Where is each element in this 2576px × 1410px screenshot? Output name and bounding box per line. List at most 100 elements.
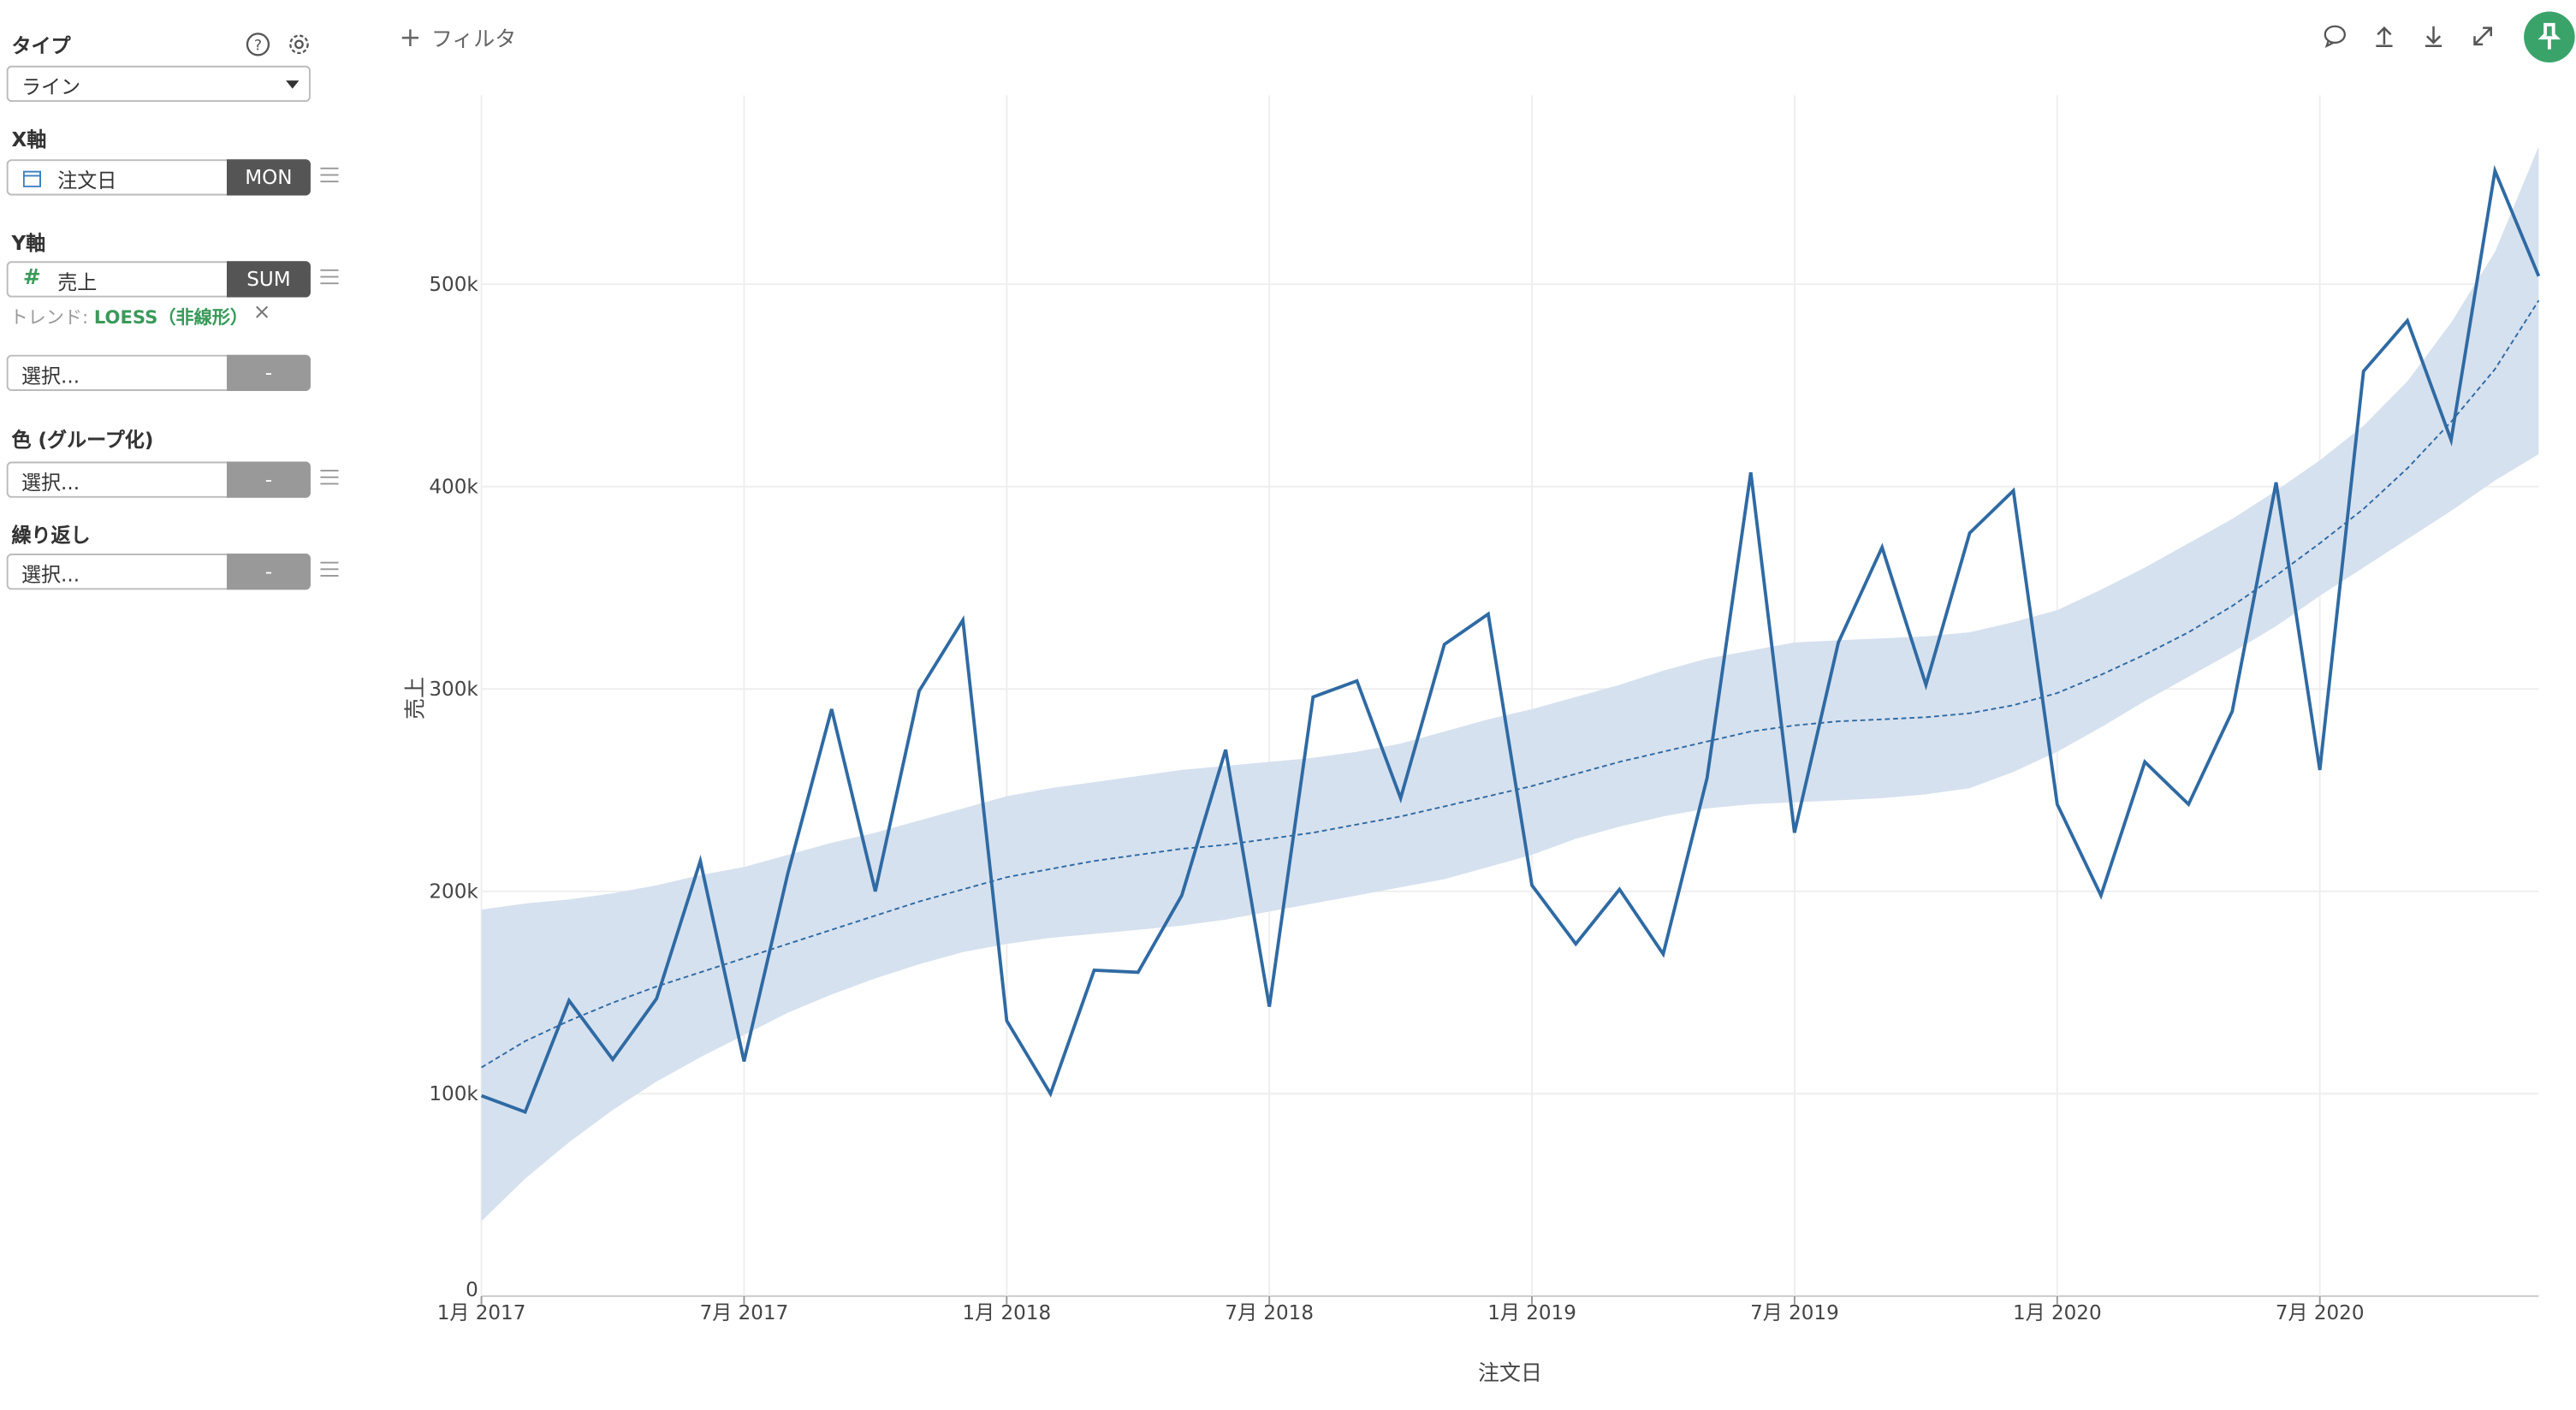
y-tick-label: 300k bbox=[429, 678, 478, 701]
data-point[interactable] bbox=[1438, 638, 1451, 651]
x-tick-label: 7月 2020 bbox=[2276, 1302, 2365, 1324]
data-point[interactable] bbox=[2357, 364, 2370, 377]
x-tick-label: 1月 2019 bbox=[1487, 1302, 1576, 1324]
pin-icon bbox=[2537, 22, 2561, 50]
series-line[interactable] bbox=[480, 164, 2541, 1115]
x-axis-field[interactable]: 注文日 MON bbox=[6, 159, 311, 196]
data-point[interactable] bbox=[781, 867, 794, 880]
x-axis-aggregation-button[interactable]: MON bbox=[226, 159, 311, 196]
y-tick-label: 100k bbox=[429, 1083, 478, 1105]
data-point[interactable] bbox=[2444, 434, 2457, 447]
data-point[interactable] bbox=[2489, 164, 2502, 177]
aggregation-button[interactable]: - bbox=[226, 554, 311, 590]
y-tick-label: 200k bbox=[429, 880, 478, 903]
data-point[interactable] bbox=[1350, 674, 1363, 687]
data-point[interactable] bbox=[650, 992, 663, 1004]
data-point[interactable] bbox=[738, 1055, 751, 1068]
trend-line bbox=[481, 299, 2540, 1069]
color-group-select[interactable]: 選択... - bbox=[6, 461, 311, 498]
data-point[interactable] bbox=[562, 994, 575, 1007]
gear-icon[interactable] bbox=[286, 31, 312, 57]
data-point[interactable] bbox=[1044, 1087, 1057, 1100]
data-point[interactable] bbox=[2051, 797, 2063, 810]
chart-type-value: ライン bbox=[21, 75, 81, 99]
y-axis-aggregation-button[interactable]: SUM bbox=[226, 261, 311, 298]
data-point[interactable] bbox=[2138, 755, 2151, 768]
data-point[interactable] bbox=[1613, 883, 1626, 896]
data-point[interactable] bbox=[1307, 690, 1320, 703]
x-axis-menu-icon[interactable] bbox=[320, 167, 339, 184]
x-tick-label: 1月 2018 bbox=[962, 1302, 1051, 1324]
data-point[interactable] bbox=[1657, 947, 1670, 960]
data-point[interactable] bbox=[1219, 744, 1232, 756]
data-point[interactable] bbox=[1263, 1000, 1276, 1013]
chevron-down-icon bbox=[286, 80, 300, 89]
pin-button[interactable] bbox=[2524, 11, 2575, 62]
trend-setting[interactable]: トレンド: LOESS（非線形） bbox=[10, 304, 248, 330]
aggregation-button[interactable]: - bbox=[226, 354, 311, 391]
data-point[interactable] bbox=[1963, 526, 1976, 539]
data-point[interactable] bbox=[956, 613, 969, 626]
upload-icon[interactable] bbox=[2371, 23, 2398, 50]
y-axis-field[interactable]: # 売上 SUM bbox=[6, 261, 311, 298]
data-point[interactable] bbox=[2007, 484, 2020, 497]
y-axis-menu-icon[interactable] bbox=[320, 269, 339, 286]
filter-label: フィルタ bbox=[430, 27, 517, 53]
y-tick-label: 400k bbox=[429, 476, 478, 498]
data-point[interactable] bbox=[519, 1105, 531, 1118]
data-point[interactable] bbox=[1701, 772, 1713, 785]
trend-prefix: トレンド: bbox=[9, 307, 94, 329]
data-point[interactable] bbox=[2094, 889, 2107, 902]
data-point[interactable] bbox=[1394, 791, 1407, 804]
close-icon[interactable]: × bbox=[252, 300, 271, 326]
comment-icon[interactable] bbox=[2322, 23, 2348, 50]
color-menu-icon[interactable] bbox=[320, 470, 339, 486]
download-icon[interactable] bbox=[2420, 23, 2447, 50]
data-point[interactable] bbox=[1920, 678, 1932, 691]
repeat-select[interactable]: 選択... - bbox=[6, 554, 311, 590]
data-point[interactable] bbox=[694, 855, 707, 868]
data-point[interactable] bbox=[2182, 797, 2195, 810]
data-point[interactable] bbox=[1831, 636, 1844, 649]
data-point[interactable] bbox=[606, 1053, 619, 1066]
x-axis-title: 注文日 bbox=[1478, 1360, 1542, 1385]
data-point[interactable] bbox=[2532, 270, 2545, 282]
data-point[interactable] bbox=[912, 684, 925, 697]
data-point[interactable] bbox=[2226, 705, 2239, 718]
trend-confidence-band bbox=[481, 146, 2539, 1222]
repeat-label: 繰り返し bbox=[11, 524, 91, 548]
data-point[interactable] bbox=[1131, 966, 1144, 979]
data-point[interactable] bbox=[2270, 476, 2282, 489]
svg-text:?: ? bbox=[254, 38, 262, 55]
expand-icon[interactable] bbox=[2470, 23, 2496, 50]
x-tick-label: 7月 2017 bbox=[700, 1302, 789, 1324]
hash-icon: # bbox=[22, 266, 41, 291]
data-point[interactable] bbox=[1875, 541, 1888, 554]
data-point[interactable] bbox=[1481, 607, 1494, 620]
data-point[interactable] bbox=[1000, 1014, 1013, 1027]
data-point[interactable] bbox=[2401, 314, 2413, 327]
data-point[interactable] bbox=[2313, 763, 2326, 776]
color-group-label: 色 (グループ化) bbox=[11, 429, 154, 452]
x-tick-label: 7月 2019 bbox=[1750, 1302, 1839, 1324]
help-circle-icon[interactable]: ? bbox=[245, 31, 271, 57]
x-tick-label: 1月 2017 bbox=[437, 1302, 526, 1324]
add-filter-button[interactable]: + フィルタ bbox=[400, 21, 517, 52]
y-axis-secondary-select[interactable]: 選択... - bbox=[6, 354, 311, 391]
repeat-menu-icon[interactable] bbox=[320, 561, 339, 578]
aggregation-button[interactable]: - bbox=[226, 461, 311, 498]
data-point[interactable] bbox=[825, 702, 838, 715]
select-placeholder: 選択... bbox=[21, 563, 80, 587]
data-point[interactable] bbox=[869, 885, 881, 898]
data-point[interactable] bbox=[1088, 963, 1101, 976]
data-point[interactable] bbox=[1788, 826, 1801, 839]
data-point[interactable] bbox=[1570, 938, 1582, 951]
data-point[interactable] bbox=[475, 1089, 488, 1102]
data-point[interactable] bbox=[1525, 879, 1538, 892]
data-point[interactable] bbox=[1744, 466, 1757, 479]
select-placeholder: 選択... bbox=[21, 364, 80, 388]
data-point[interactable] bbox=[1175, 889, 1188, 902]
select-placeholder: 選択... bbox=[21, 471, 80, 495]
chart-type-select[interactable]: ライン bbox=[6, 65, 311, 103]
